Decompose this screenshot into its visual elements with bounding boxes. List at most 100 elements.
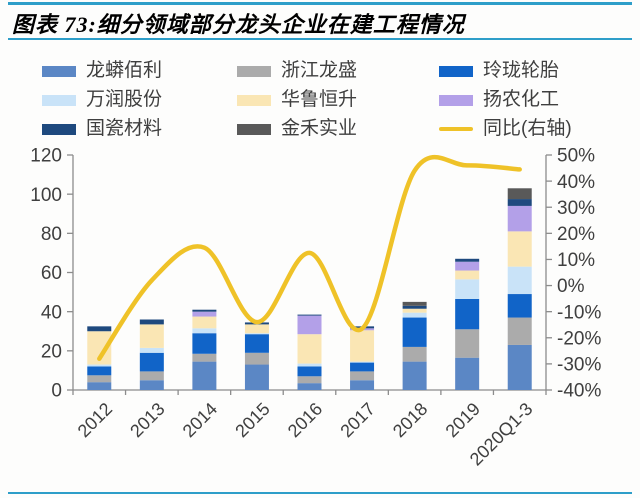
legend-item: 金禾实业	[237, 119, 439, 139]
legend-item: 扬农化工	[439, 90, 620, 110]
bar-segment	[455, 357, 480, 390]
x-axis-label: 2016	[284, 399, 326, 441]
bar-segment	[507, 266, 532, 295]
legend-color-swatch	[237, 65, 271, 77]
legend-label: 同比(右轴)	[483, 118, 572, 139]
bar-segment	[507, 188, 532, 200]
legend-color-swatch	[42, 94, 76, 106]
bar-segment	[507, 199, 532, 206]
legend-item: 华鲁恒升	[237, 90, 439, 110]
bar-segment	[507, 317, 532, 345]
bar-segment	[297, 366, 322, 377]
bar-segment	[244, 352, 269, 365]
x-axis-label: 2015	[231, 399, 273, 441]
left-axis-label: 0	[51, 381, 62, 402]
bar-segment	[455, 279, 480, 299]
right-axis-label: -40%	[557, 381, 601, 402]
bar-segment	[192, 361, 217, 390]
legend-label: 扬农化工	[483, 89, 560, 110]
bar-segment	[350, 371, 375, 381]
bar-segment	[297, 383, 322, 390]
figure-title: 图表 73:细分领域部分龙头企业在建工程情况	[12, 12, 465, 37]
bar-segment	[350, 380, 375, 390]
legend-item: 龙蟒佰利	[42, 61, 237, 81]
bar-segment	[455, 329, 480, 358]
left-axis-label: 40	[41, 302, 62, 323]
bar-segment	[87, 326, 112, 332]
x-axis-label: 2019	[442, 399, 484, 441]
bar-segment	[297, 315, 322, 335]
bar-segment	[507, 294, 532, 318]
right-axis-label: -20%	[557, 328, 601, 349]
legend-color-swatch	[42, 65, 76, 77]
legend-label: 万润股份	[86, 89, 163, 110]
stacked-bar	[244, 322, 269, 390]
bar-segment	[402, 301, 427, 306]
stacked-bar	[455, 258, 480, 390]
x-axis-label: 2017	[336, 399, 378, 441]
right-axis-label: -10%	[557, 302, 601, 323]
bar-segment	[507, 205, 532, 232]
legend-item: 浙江龙盛	[237, 61, 439, 81]
left-axis-label: 120	[30, 146, 62, 167]
stacked-bar	[139, 319, 164, 390]
legend-color-swatch	[237, 94, 271, 106]
bar-segment	[192, 333, 217, 354]
left-axis-label: 80	[41, 224, 62, 245]
yoy-line	[97, 155, 522, 361]
bar-segment	[402, 317, 427, 347]
bar-segment	[455, 298, 480, 330]
bar-segment	[139, 324, 164, 348]
left-axis-label: 100	[30, 185, 62, 206]
bar-segment	[139, 347, 164, 353]
right-axis-label: -30%	[557, 355, 601, 376]
legend-item: 同比(右轴)	[439, 119, 620, 139]
legend-item: 万润股份	[42, 90, 237, 110]
bar-segment	[402, 305, 427, 309]
stacked-bar	[297, 314, 322, 390]
bar-segment	[192, 311, 217, 317]
bar-segment	[139, 371, 164, 381]
bar-segment	[244, 333, 269, 335]
bar-segment	[192, 309, 217, 312]
bar-segment	[507, 231, 532, 267]
bar-segment	[297, 363, 322, 367]
right-axis-label: 30%	[557, 198, 595, 219]
bar-segment	[139, 319, 164, 325]
bar-segment	[455, 261, 480, 271]
stacked-bar	[402, 301, 427, 390]
legend-color-swatch	[42, 123, 76, 135]
bar-segment	[402, 346, 427, 362]
bar-segment	[139, 380, 164, 390]
right-axis-label: 20%	[557, 224, 595, 245]
left-axis-label: 20	[41, 341, 62, 362]
bar-segment	[455, 258, 480, 262]
bar-segment	[402, 308, 427, 313]
bar-segment	[244, 324, 269, 334]
left-axis-label: 60	[41, 263, 62, 284]
stacked-bar	[507, 188, 532, 390]
stacked-bar	[350, 326, 375, 390]
bar-segment	[402, 361, 427, 390]
legend-label: 浙江龙盛	[281, 60, 358, 81]
figure-bottom-rule	[8, 492, 632, 494]
bar-segment	[139, 352, 164, 372]
stacked-bar	[192, 309, 217, 390]
legend-label: 玲珑轮胎	[483, 60, 560, 81]
title-top-rule	[8, 2, 632, 5]
legend-label: 金禾实业	[281, 118, 358, 139]
legend-color-swatch	[439, 65, 473, 77]
legend-label: 华鲁恒升	[281, 89, 358, 110]
bar-segment	[192, 316, 217, 329]
bar-segment	[455, 270, 480, 280]
legend-label: 国瓷材料	[86, 118, 163, 139]
x-axis-label: 2013	[126, 399, 168, 441]
legend-color-swatch	[237, 123, 271, 135]
stacked-bar	[87, 326, 112, 390]
right-axis-label: 0%	[557, 276, 585, 297]
bar-segment	[87, 364, 112, 367]
bar-segment	[350, 362, 375, 372]
bar-segment	[350, 330, 375, 362]
